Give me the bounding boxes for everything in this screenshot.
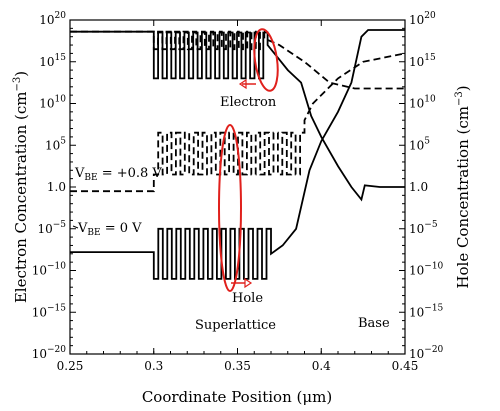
y-tick-label-right: 1.0 [409, 180, 428, 194]
electron-label: Electron [220, 95, 277, 110]
electron-highlight-ellipse [253, 28, 279, 92]
superlattice-label: Superlattice [195, 318, 276, 333]
y-axis-left-title: Electron Concentration (cm−3) [12, 71, 30, 303]
y-tick-label-left: 10−20 [32, 345, 67, 361]
y-tick-label-left: 1.0 [47, 180, 66, 194]
x-tick-label: 0.35 [224, 359, 251, 373]
x-tick-label: 0.4 [312, 359, 331, 373]
y-tick-label-right: 10−20 [409, 345, 444, 361]
series-line-3 [70, 52, 406, 193]
y-tick-label-left: 10−10 [32, 262, 67, 278]
hole-label: Hole [232, 291, 263, 306]
vbe-zero-label: VBE = 0 V [77, 221, 142, 238]
axis-ticks: 0.25 0.3 0.35 0.4 0.45 1020 1020 1015 1015 1010 10… [32, 11, 444, 373]
y-tick-label-right: 10−15 [409, 303, 444, 319]
y-tick-label-right: 1015 [409, 53, 436, 69]
vbe-high-label: VBE = +0.8 V [74, 166, 162, 183]
hole-highlight-ellipse [218, 124, 242, 292]
x-tick-label: 0.25 [57, 359, 84, 373]
y-tick-label-right: 1020 [409, 11, 436, 27]
y-tick-label-left: 10−5 [37, 220, 66, 236]
electron-arrow [238, 78, 256, 90]
y-axis-right-title: Hole Concentration (cm−3) [454, 85, 472, 288]
y-tick-label-right: 10−5 [409, 220, 438, 236]
vbe-zero-leader [72, 225, 79, 229]
y-tick-label-left: 10−15 [32, 303, 67, 319]
y-tick-label-left: 1010 [39, 95, 66, 111]
y-tick-label-right: 1010 [409, 95, 436, 111]
y-tick-label-left: 1020 [39, 11, 66, 27]
hole-arrow [231, 277, 253, 289]
y-tick-label-right: 10−10 [409, 262, 444, 278]
y-tick-label-left: 1015 [39, 53, 66, 69]
x-tick-label: 0.45 [392, 359, 419, 373]
base-label: Base [358, 316, 390, 331]
x-tick-label: 0.3 [144, 359, 163, 373]
y-tick-label-right: 105 [409, 136, 430, 152]
x-axis-title: Coordinate Position (μm) [142, 388, 332, 406]
y-tick-label-left: 105 [45, 136, 66, 152]
